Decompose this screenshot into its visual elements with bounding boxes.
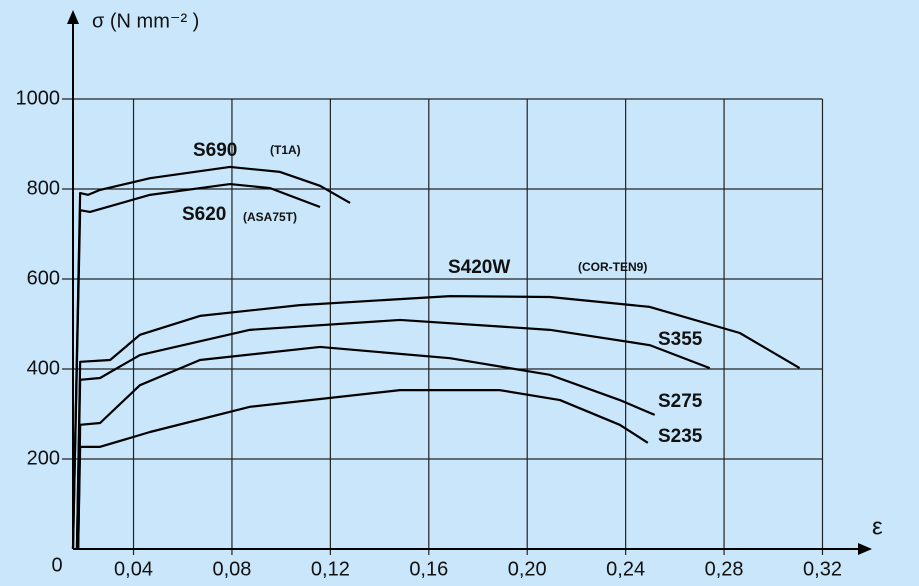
x-tick-label: 0,28 — [705, 558, 744, 580]
x-tick-label: 0,24 — [606, 558, 645, 580]
y-tick-label: 800 — [27, 177, 60, 199]
y-tick-label: 400 — [27, 357, 60, 379]
x-tick-label: 0,08 — [212, 558, 251, 580]
series-label: S690 — [193, 140, 237, 161]
x-tick-label: 0,04 — [114, 558, 153, 580]
y-tick-label: 1000 — [16, 87, 61, 109]
x-tick-label: 0,12 — [311, 558, 350, 580]
y-tick-label: 200 — [27, 447, 60, 469]
series-label: S275 — [658, 391, 703, 412]
series-label: S235 — [658, 426, 703, 447]
y-axis-arrow — [67, 10, 79, 24]
x-axis-arrow — [858, 543, 872, 555]
x-tick-label: 0,32 — [803, 558, 842, 580]
stress-strain-curve — [71, 182, 321, 550]
y-axis-label: σ (N mm⁻² ) — [92, 10, 199, 32]
stress-strain-curve — [77, 345, 656, 550]
origin-label: 0 — [51, 554, 62, 576]
x-tick-label: 0,16 — [409, 558, 448, 580]
annotation: (T1A) — [270, 143, 301, 157]
stress-strain-curve — [71, 165, 351, 550]
stress-strain-curve — [75, 295, 801, 550]
x-tick-label: 0,20 — [508, 558, 547, 580]
series-label: S420W — [448, 257, 510, 278]
y-tick-label: 600 — [27, 267, 60, 289]
annotation: (ASA75T) — [243, 210, 297, 224]
series-label: S620 — [182, 204, 226, 225]
series-label: S355 — [658, 329, 703, 350]
x-axis-label: ε — [872, 513, 883, 540]
stress-strain-curve — [77, 389, 649, 550]
annotation: (COR-TEN9) — [578, 260, 647, 274]
stress-strain-curve — [75, 318, 711, 550]
